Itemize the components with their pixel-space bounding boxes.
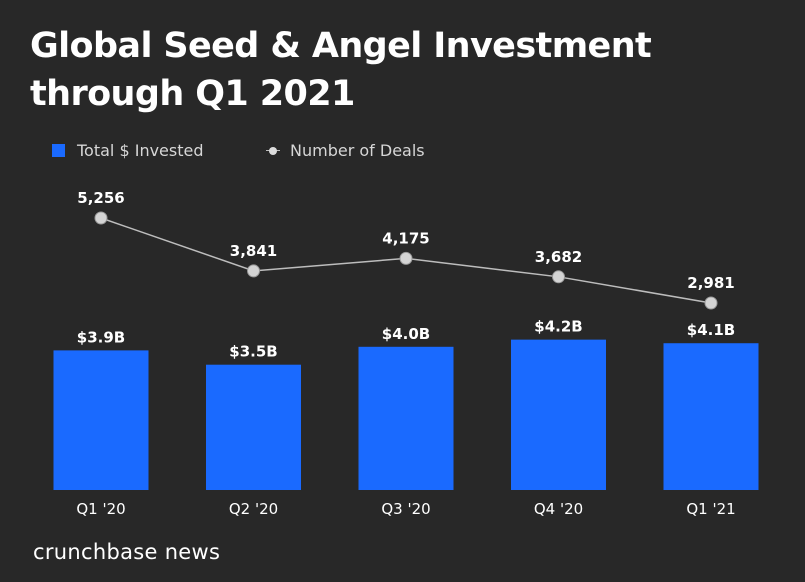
- chart-title: Global Seed & Angel Investment through Q…: [30, 22, 770, 118]
- bar-value-label-2: $3.5B: [229, 343, 277, 361]
- deals-value-label-2: 3,841: [230, 242, 277, 260]
- deals-point-5: [704, 296, 718, 310]
- legend-label-total-invested: Total $ Invested: [77, 141, 204, 160]
- deals-point-1: [94, 211, 108, 225]
- x-tick-label-5: Q1 '21: [686, 500, 735, 518]
- deals-value-label-3: 4,175: [382, 229, 429, 247]
- legend-item-number-of-deals: Number of Deals: [266, 141, 425, 160]
- deals-point-4: [552, 270, 565, 284]
- bar-value-label-5: $4.1B: [687, 321, 735, 339]
- x-tick-label-4: Q4 '20: [534, 500, 583, 518]
- deals-point-3: [399, 251, 413, 265]
- deals-value-label-4: 3,682: [535, 248, 582, 266]
- deals-point-2: [247, 264, 260, 278]
- bar-5: [663, 343, 759, 490]
- bar-2: [206, 364, 301, 490]
- x-tick-label-2: Q2 '20: [229, 500, 278, 518]
- bar-value-label-4: $4.2B: [534, 318, 582, 336]
- legend-swatch-bar: [52, 144, 65, 157]
- bar-4: [511, 339, 606, 490]
- chart-title-line-2: through Q1 2021: [30, 74, 355, 114]
- legend-item-total-invested: Total $ Invested: [52, 141, 204, 160]
- deals-value-label-1: 5,256: [77, 189, 124, 207]
- chart-title-line-1: Global Seed & Angel Investment: [30, 26, 652, 66]
- bar-value-label-3: $4.0B: [382, 325, 430, 343]
- bar-1: [53, 350, 149, 490]
- bar-3: [358, 346, 454, 490]
- x-tick-label-3: Q3 '20: [381, 500, 430, 518]
- brand-logo-text: crunchbase news: [33, 540, 221, 564]
- deals-value-label-5: 2,981: [687, 274, 734, 292]
- x-tick-label-1: Q1 '20: [76, 500, 125, 518]
- legend-marker-line: [266, 144, 280, 158]
- legend-label-number-of-deals: Number of Deals: [290, 141, 425, 160]
- bar-value-label-1: $3.9B: [77, 328, 125, 346]
